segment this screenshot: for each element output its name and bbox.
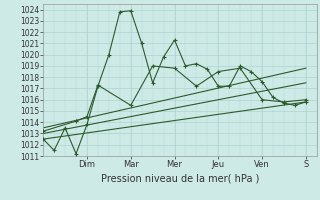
X-axis label: Pression niveau de la mer( hPa ): Pression niveau de la mer( hPa )	[101, 173, 259, 183]
